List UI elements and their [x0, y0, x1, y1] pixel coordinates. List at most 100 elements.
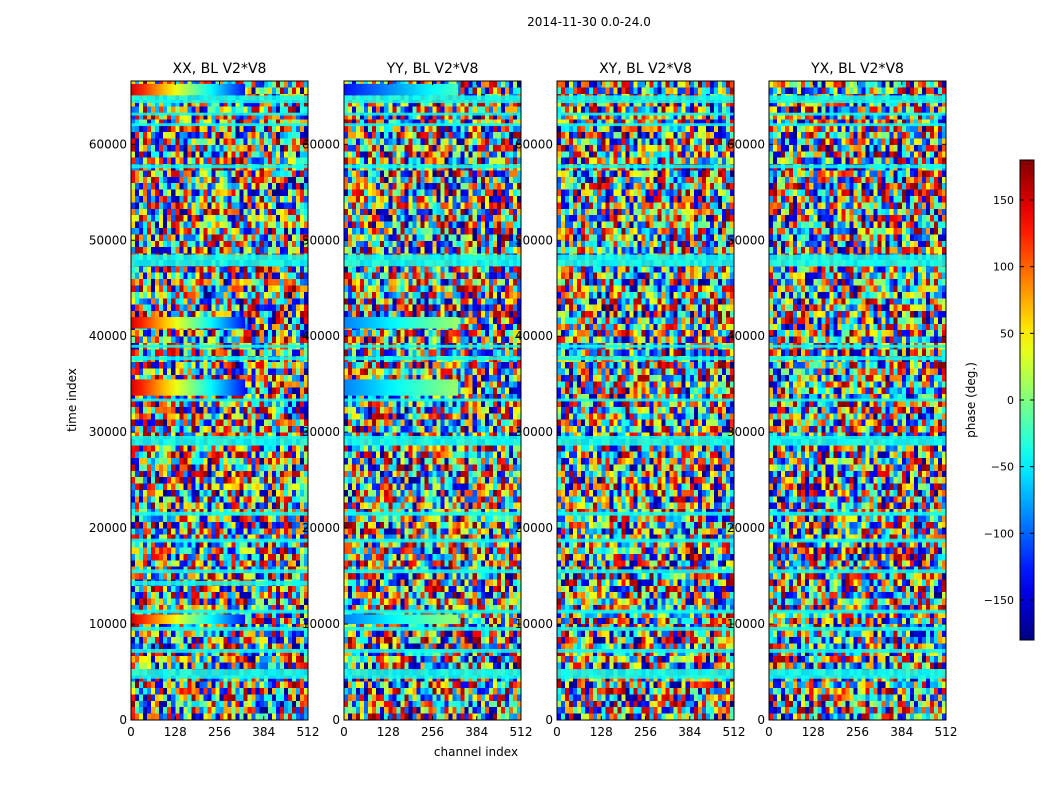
flag-band	[557, 344, 734, 348]
colorbar-tick-label: 50	[1000, 327, 1014, 340]
flag-band	[131, 511, 308, 516]
y-tick-label: 10000	[727, 617, 765, 631]
flag-band	[557, 609, 734, 614]
flag-band	[344, 569, 521, 574]
y-tick-label: 60000	[89, 137, 127, 151]
panel: XX, BL V2*V8 0 128 256 384 512 0 10000 20000 3000…	[89, 61, 320, 739]
flag-band	[131, 538, 308, 543]
flag-band	[557, 164, 734, 169]
flag-band	[344, 649, 521, 653]
gradient-band	[131, 317, 246, 329]
x-tick-label: 256	[634, 725, 657, 739]
flag-band	[769, 344, 946, 348]
panel-title: XY, BL V2*V8	[599, 61, 692, 77]
flag-band	[344, 669, 521, 679]
flag-band	[131, 580, 308, 586]
flag-band	[344, 538, 521, 543]
flag-band	[769, 669, 946, 679]
colorbar-tick-label: 150	[993, 194, 1014, 207]
y-tick-label: 60000	[302, 137, 340, 151]
gradient-band	[131, 379, 246, 396]
x-tick-label: 512	[723, 725, 746, 739]
x-tick-label: 256	[421, 725, 444, 739]
flag-band	[769, 436, 946, 446]
flag-band	[557, 649, 734, 653]
flag-band	[557, 123, 734, 127]
flag-band	[131, 398, 308, 402]
flag-band	[557, 398, 734, 402]
flag-band	[557, 254, 734, 267]
panel: YX, BL V2*V8 0 128 256 384 512 0 10000 20000 3000…	[727, 61, 958, 739]
colorbar-tick-label: 100	[993, 261, 1014, 274]
gradient-band	[131, 614, 246, 625]
y-tick-label: 40000	[515, 329, 553, 343]
y-tick-label: 50000	[302, 233, 340, 247]
flag-band	[769, 112, 946, 116]
flag-band	[344, 164, 521, 169]
x-tick-label: 128	[802, 725, 825, 739]
gradient-band	[344, 379, 459, 396]
flag-band	[131, 254, 308, 267]
x-tick-label: 384	[678, 725, 701, 739]
flag-band	[769, 398, 946, 402]
y-tick-label: 50000	[89, 233, 127, 247]
flag-band	[344, 511, 521, 516]
flag-band	[131, 344, 308, 348]
y-tick-label: 20000	[302, 521, 340, 535]
y-tick-label: 10000	[302, 617, 340, 631]
phase-noise-grid	[557, 81, 735, 721]
flag-band	[131, 164, 308, 169]
flag-band	[344, 398, 521, 402]
x-tick-label: 0	[127, 725, 135, 739]
y-tick-label: 60000	[727, 137, 765, 151]
flag-band	[769, 254, 946, 267]
panel-title: XX, BL V2*V8	[173, 61, 267, 77]
x-tick-label: 0	[765, 725, 773, 739]
flag-band	[557, 669, 734, 679]
flag-band	[557, 95, 734, 104]
flag-band	[131, 112, 308, 116]
gradient-band	[344, 83, 459, 96]
flag-band	[557, 626, 734, 631]
flag-band	[131, 95, 308, 104]
y-axis-label: time index	[65, 368, 79, 432]
flag-band	[769, 123, 946, 127]
gradient-band	[344, 614, 459, 625]
x-axis-label: channel index	[434, 745, 518, 759]
colorbar: −150 −100 −50 0 50 100 150 phase (deg.)	[964, 159, 1035, 641]
flag-band	[557, 538, 734, 543]
x-tick-label: 128	[164, 725, 187, 739]
y-tick-label: 30000	[89, 425, 127, 439]
figure-suptitle: 2014-11-30 0.0-24.0	[527, 15, 651, 29]
panel: XY, BL V2*V8 0 128 256 384 512 0 10000 20000 3000…	[515, 61, 746, 739]
flag-band	[557, 356, 734, 361]
x-tick-label: 256	[846, 725, 869, 739]
y-tick-label: 30000	[727, 425, 765, 439]
flag-band	[344, 254, 521, 267]
x-tick-label: 256	[208, 725, 231, 739]
flag-band	[344, 344, 521, 348]
flag-band	[769, 609, 946, 614]
colorbar-label: phase (deg.)	[964, 362, 978, 438]
flag-band	[131, 609, 308, 614]
y-tick-label: 40000	[89, 329, 127, 343]
x-tick-label: 512	[297, 725, 320, 739]
x-tick-label: 0	[553, 725, 561, 739]
y-tick-label: 0	[332, 713, 340, 727]
colorbar-tick-label: −50	[991, 461, 1014, 474]
x-tick-label: 0	[340, 725, 348, 739]
x-tick-label: 384	[890, 725, 913, 739]
y-tick-label: 10000	[89, 617, 127, 631]
flag-band	[557, 436, 734, 446]
flag-band	[131, 569, 308, 574]
x-tick-label: 128	[377, 725, 400, 739]
y-tick-label: 30000	[302, 425, 340, 439]
gradient-band	[131, 83, 246, 96]
y-tick-label: 0	[119, 713, 127, 727]
flag-band	[769, 164, 946, 169]
y-tick-label: 0	[757, 713, 765, 727]
y-tick-label: 20000	[515, 521, 553, 535]
y-tick-label: 40000	[727, 329, 765, 343]
flag-band	[344, 609, 521, 614]
